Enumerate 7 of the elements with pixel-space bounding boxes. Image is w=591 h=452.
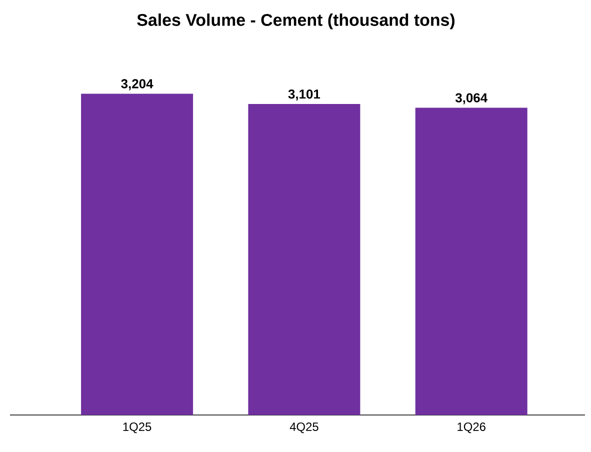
chart-title: Sales Volume - Cement (thousand tons)	[137, 14, 454, 30]
x-tick-label: 1Q26	[458, 422, 486, 434]
data-label: 3,204	[121, 79, 154, 90]
data-label: 3,064	[455, 93, 488, 104]
x-tick-label: 1Q25	[123, 422, 152, 434]
x-tick-label: 4Q25	[290, 422, 318, 434]
data-label: 3,101	[288, 89, 320, 101]
